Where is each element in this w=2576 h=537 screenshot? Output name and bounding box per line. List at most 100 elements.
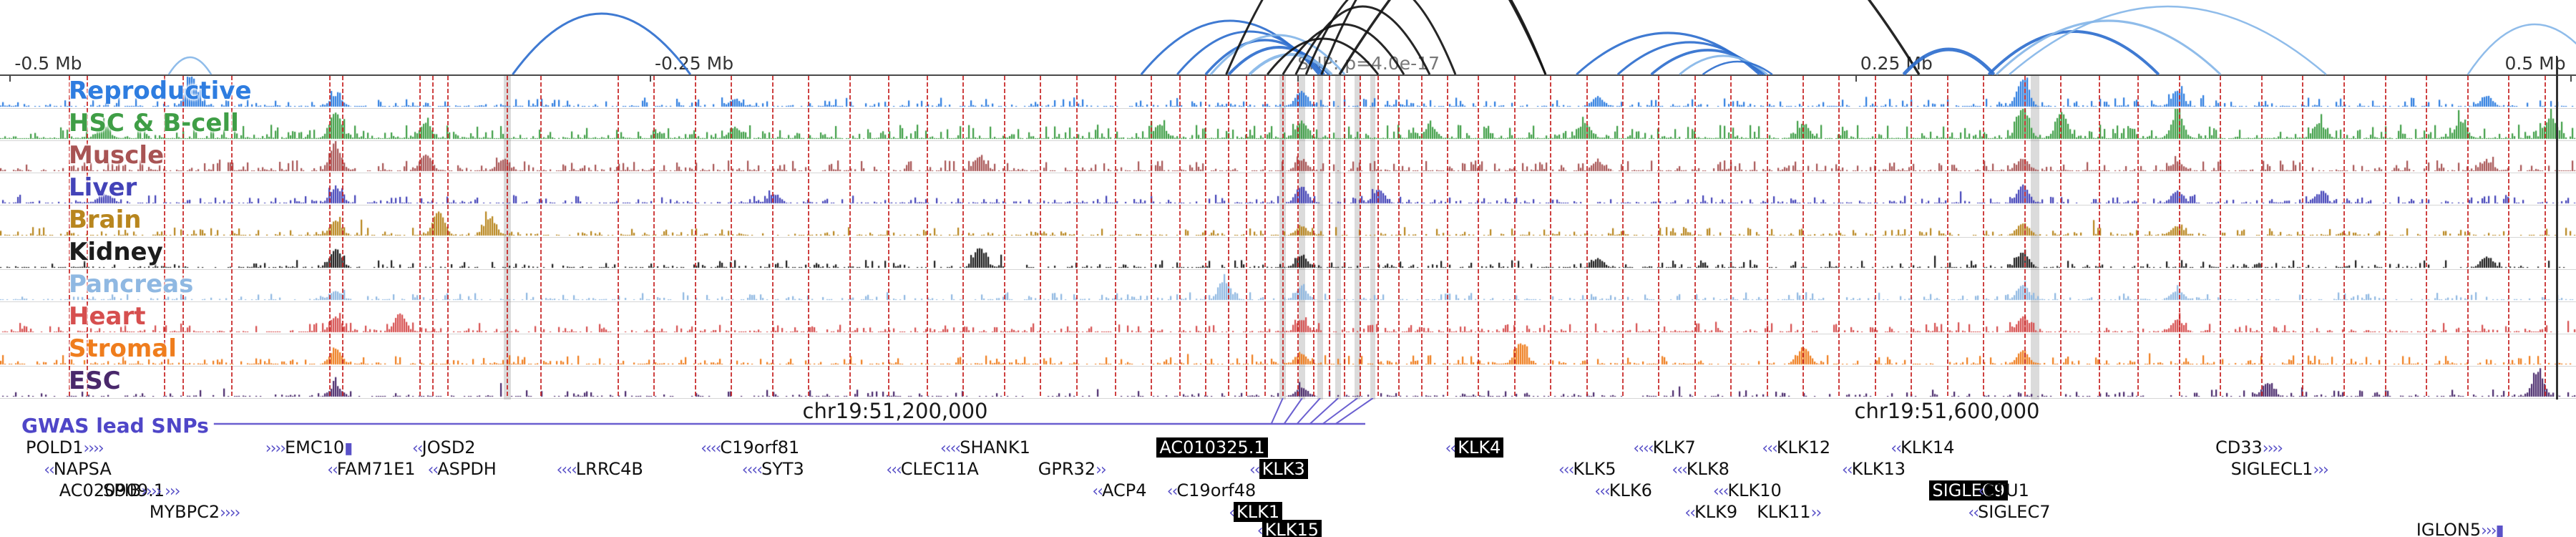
gene-lrrc4b[interactable]: ‹‹‹‹LRRC4B	[557, 460, 643, 480]
gene-cd33[interactable]: CD33››››	[2215, 437, 2283, 458]
gene-klk11[interactable]: KLK11››	[1757, 503, 1822, 523]
snp-line	[1228, 76, 1230, 398]
strand-arrows-left: ‹‹	[1968, 504, 1979, 522]
strand-arrows-left: ‹‹	[327, 461, 338, 479]
gene-name: JOSD2	[421, 437, 476, 458]
track-label-kidney: Kidney	[69, 238, 163, 266]
gene-syt3[interactable]: ‹‹‹‹SYT3	[742, 460, 804, 480]
interaction-arc	[1995, 19, 2222, 75]
coordinate-ruler	[0, 74, 2576, 76]
strand-arrows-left: ››››	[265, 440, 286, 458]
gene-klk4[interactable]: ‹‹ KLK4	[1445, 437, 1504, 458]
gene-emc10[interactable]: ››››EMC10▮	[265, 438, 353, 458]
snp-line	[1204, 76, 1206, 398]
strand-arrows-right: ››››	[220, 504, 240, 522]
gene-spib[interactable]: SPIB››››	[103, 481, 162, 501]
ruler-label-0-5-mb: -0.5 Mb	[14, 53, 82, 74]
signal-tracks-canvas	[0, 76, 2576, 398]
snp-line	[2544, 76, 2546, 398]
track-label-hsc-b-cell: HSC & B-cell	[69, 109, 239, 137]
interaction-arc	[1650, 49, 1766, 75]
snp-line	[447, 76, 449, 398]
interaction-arc	[1987, 30, 2160, 75]
gene-klk12[interactable]: ‹‹‹KLK12	[1762, 438, 1830, 458]
strand-arrows-left: ‹‹	[1684, 504, 1696, 522]
snp-line	[1151, 76, 1153, 398]
gene-klk9[interactable]: ‹‹KLK9	[1684, 503, 1737, 523]
gene-name: KLK12	[1776, 437, 1831, 458]
gene-name: KLK13	[1851, 459, 1906, 479]
snp-line	[1004, 76, 1005, 398]
gene-name: SIGLEC7	[1978, 502, 2051, 522]
gene-klk5[interactable]: ‹‹‹KLK5	[1558, 460, 1616, 480]
gene-klk15[interactable]: ‹ KLK15	[1257, 520, 1322, 537]
snp-line	[2060, 76, 2062, 398]
snp-line	[618, 76, 619, 398]
snp-line	[731, 76, 733, 398]
strand-arrows-right: ››››	[141, 483, 162, 500]
strand-arrows-left: ‹‹‹‹	[940, 440, 961, 458]
gene-siglec7[interactable]: ‹‹SIGLEC7	[1968, 503, 2050, 523]
gene-name: CD33	[2215, 437, 2263, 458]
gene-c19orf81[interactable]: ‹‹‹‹C19orf81	[701, 438, 799, 458]
gene-ac010325-1[interactable]: AC010325.1	[1156, 437, 1268, 458]
snp-line	[962, 76, 965, 398]
plot-right-border	[2556, 57, 2558, 400]
gene-iglon5[interactable]: IGLON5›››▮	[2416, 521, 2504, 537]
snp-line	[341, 76, 343, 398]
snp-line	[2024, 76, 2026, 398]
gene-shank1[interactable]: ‹‹‹‹SHANK1	[940, 438, 1030, 458]
snp-line	[1421, 76, 1423, 398]
interaction-arc	[1140, 19, 1320, 75]
track-label-brain: Brain	[69, 205, 142, 234]
snp-line	[772, 76, 774, 398]
gene-ctu1[interactable]: ‹CTU1	[1979, 481, 2029, 501]
track-label-pancreas: Pancreas	[69, 270, 194, 299]
gene-c19orf48[interactable]: ‹‹C19orf48	[1167, 481, 1256, 501]
gene-klk14[interactable]: ‹‹KLK14	[1890, 438, 1954, 458]
snp-line	[231, 76, 233, 398]
gene-klk8[interactable]: ‹‹‹KLK8	[1672, 460, 1729, 480]
gene-acp4[interactable]: ‹‹ACP4	[1092, 481, 1146, 501]
gene-klk13[interactable]: ‹‹KLK13	[1842, 460, 1906, 480]
gene-napsa[interactable]: ‹‹NAPSA	[44, 460, 112, 480]
gene-ac020909-1[interactable]: AC020909.1›››	[59, 480, 181, 501]
gene-klk7[interactable]: ‹‹‹‹KLK7	[1633, 438, 1695, 458]
gene-gpr32[interactable]: GPR32››	[1038, 460, 1107, 480]
snp-line	[2099, 76, 2100, 398]
gene-mybpc2[interactable]: MYBPC2››››	[150, 503, 241, 523]
snp-line	[1513, 76, 1516, 398]
gene-josd2[interactable]: ‹‹JOSD2	[412, 438, 476, 458]
gene-clec11a[interactable]: ‹‹‹CLEC11A	[886, 460, 978, 480]
snp-line	[164, 76, 166, 398]
snp-line	[182, 76, 184, 398]
gene-name: C19orf48	[1176, 480, 1257, 500]
snp-line	[328, 76, 331, 398]
gene-klk1[interactable]: ‹ KLK1	[1229, 502, 1283, 523]
strand-arrows-left: ‹‹	[1842, 461, 1853, 479]
gwas-lead-snps-track	[213, 398, 1374, 425]
gene-klk3[interactable]: ‹‹ KLK3	[1249, 459, 1308, 480]
snp-line	[1766, 76, 1768, 398]
track-label-liver: Liver	[69, 173, 137, 202]
gene-name: ASPDH	[437, 459, 497, 479]
strand-arrows-left: ‹‹‹	[1558, 461, 1574, 479]
gene-name: KLK6	[1609, 480, 1652, 500]
gene-siglecl1[interactable]: SIGLECL1›››	[2231, 460, 2329, 480]
snp-line	[849, 76, 851, 398]
gene-pold1[interactable]: POLD1››››	[26, 438, 104, 458]
gene-aspdh[interactable]: ‹‹ASPDH	[428, 460, 497, 480]
snp-line	[1397, 76, 1400, 398]
interaction-arc	[1702, 60, 1773, 75]
gene-siglec9[interactable]: SIGLEC9	[1929, 480, 2008, 500]
snp-line	[1838, 76, 1840, 398]
gene-fam71e1[interactable]: ‹‹FAM71E1	[327, 460, 415, 480]
gene-name: AC020909.1	[59, 480, 165, 500]
gene-klk10[interactable]: ‹‹‹KLK10	[1713, 481, 1782, 501]
snp-line	[540, 76, 542, 398]
ruler-label-0-5-mb: 0.5 Mb	[2504, 53, 2566, 74]
strand-arrows-right: ›››	[2313, 461, 2328, 479]
gene-klk6[interactable]: ‹‹‹KLK6	[1594, 481, 1652, 501]
strand-arrows-right: ››››	[83, 440, 104, 458]
